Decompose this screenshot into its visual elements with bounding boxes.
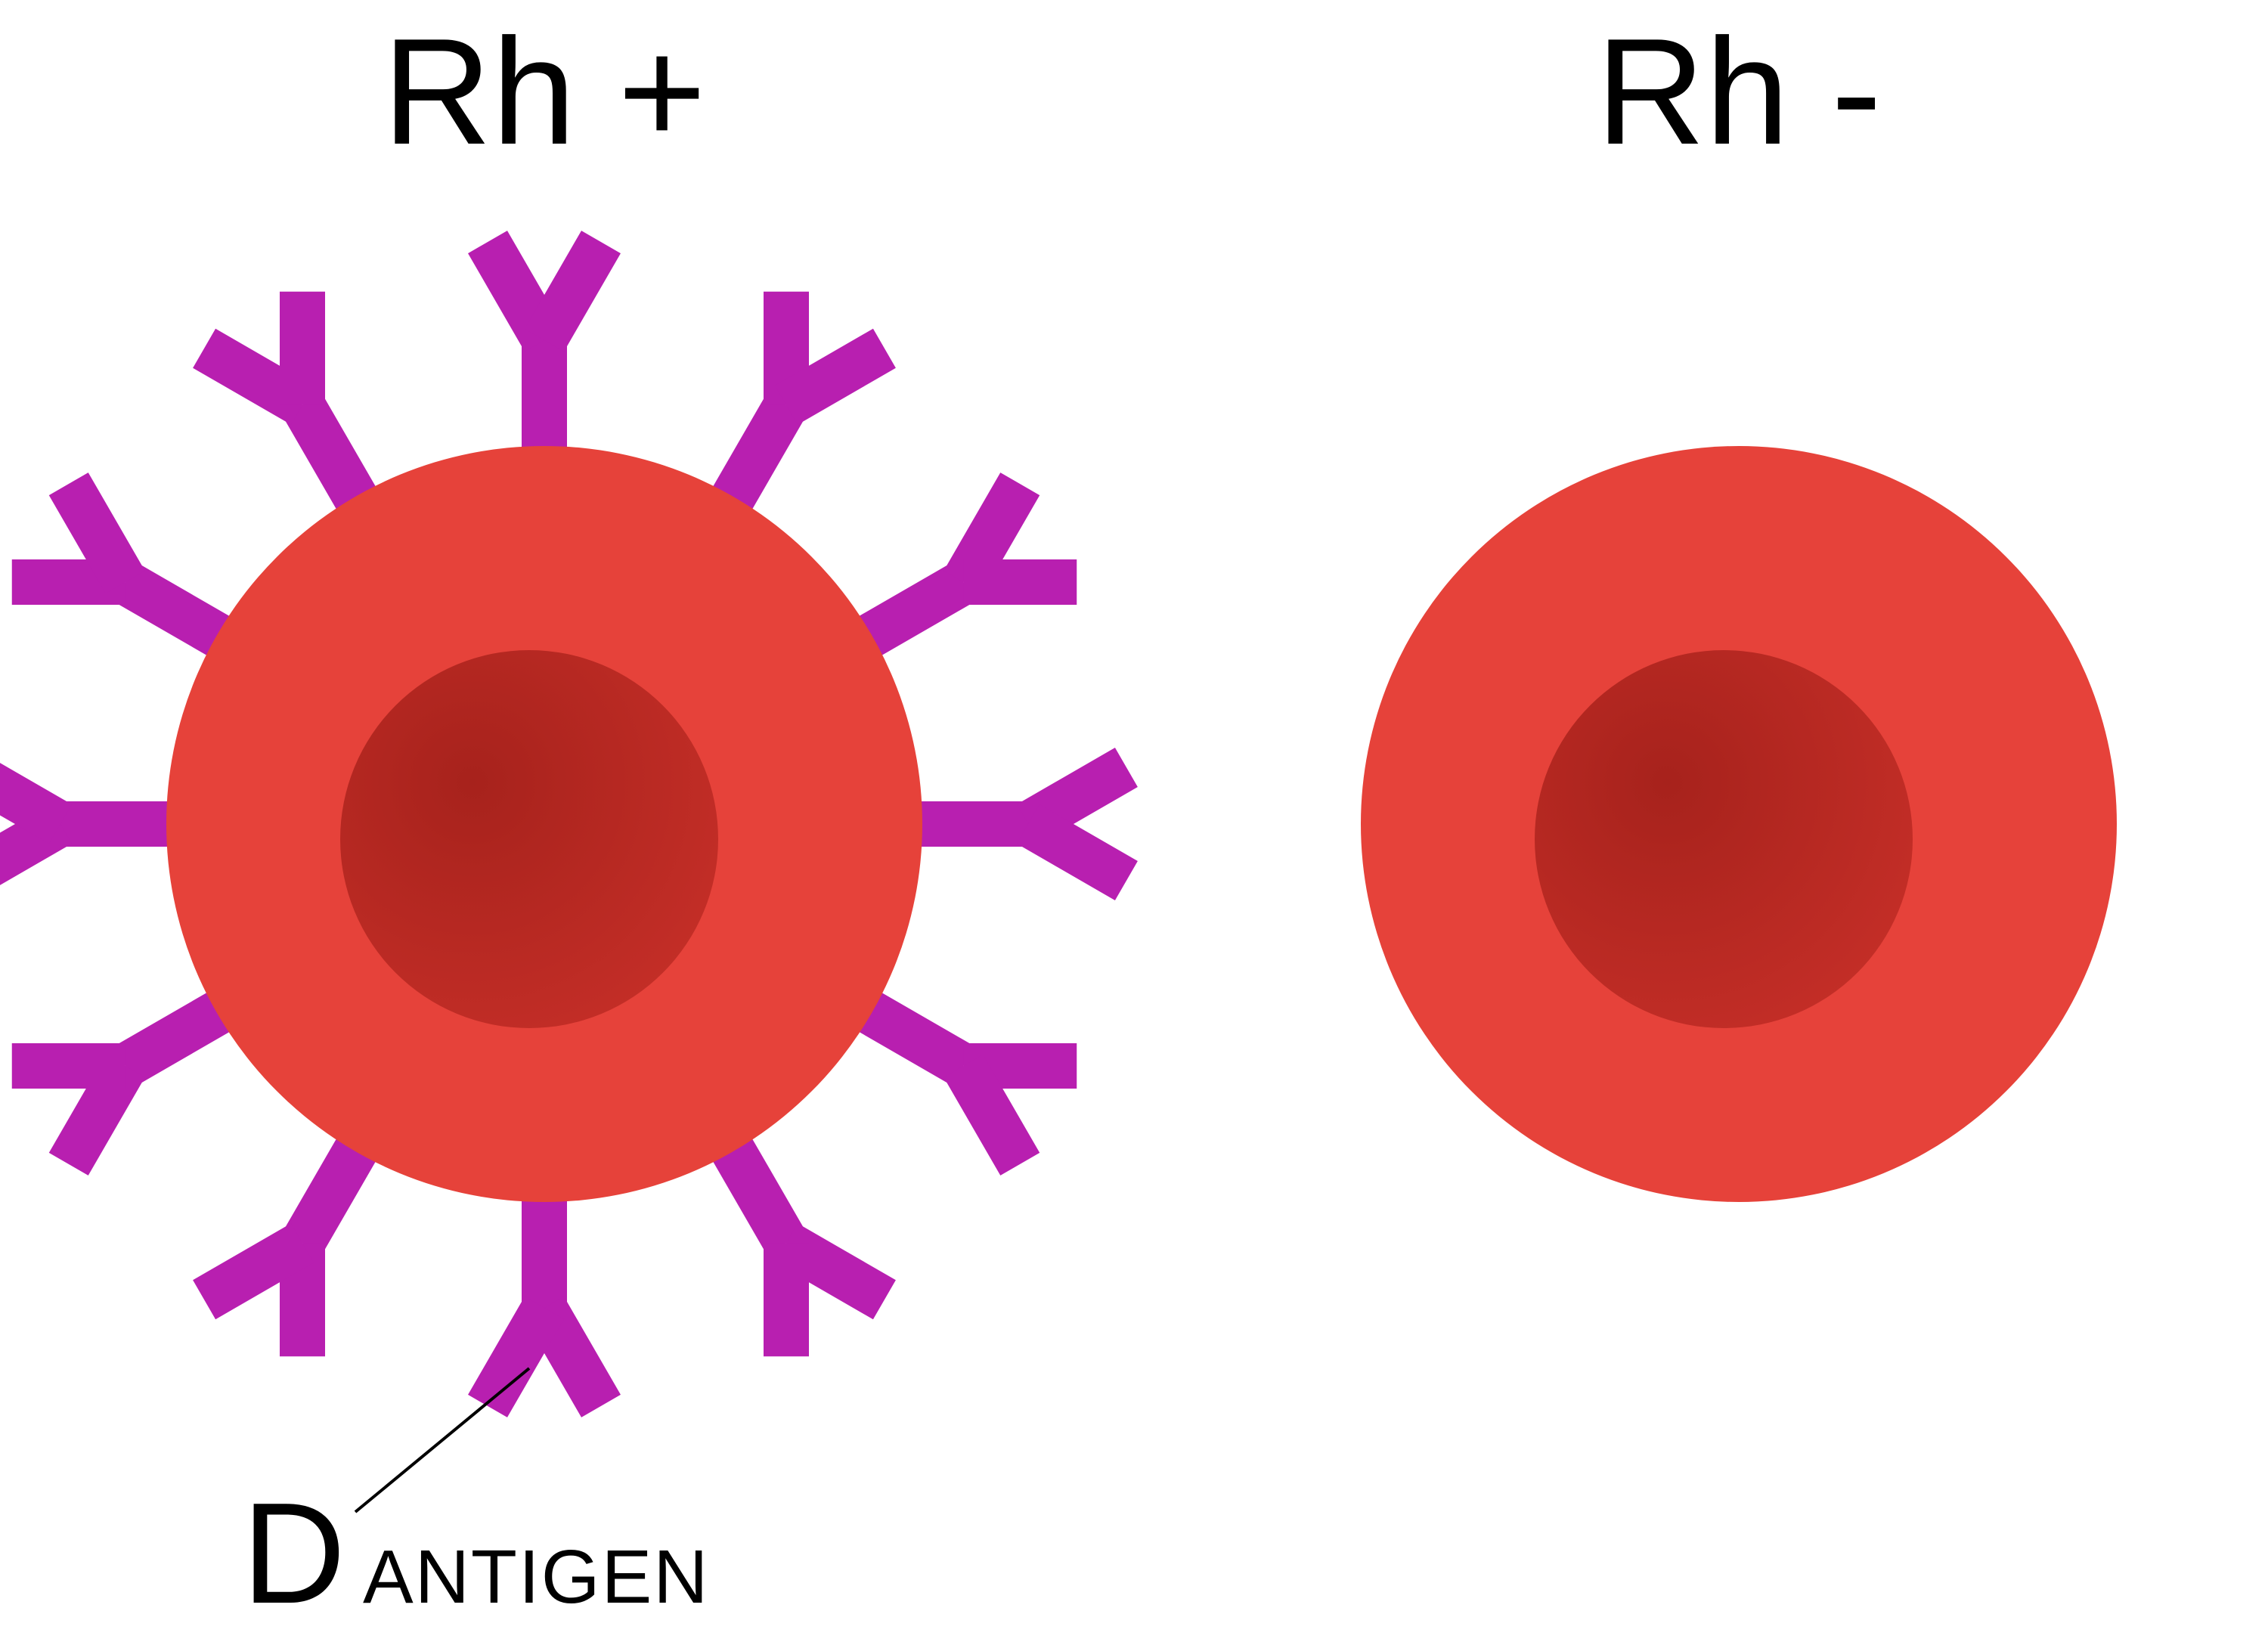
antigen-pointer	[355, 1368, 529, 1512]
antigen-arm	[488, 1308, 544, 1406]
diagram-canvas: Rh + Rh - DANTIGEN	[0, 0, 2268, 1645]
label-rh-positive: Rh +	[383, 8, 706, 176]
rbc-inner-neg	[1535, 650, 1913, 1028]
label-d-letter: D	[242, 1473, 345, 1634]
antigen-arm	[0, 767, 60, 824]
rbc-inner-pos	[340, 650, 718, 1028]
antigen-arm	[544, 242, 601, 340]
antigen-arm	[1028, 824, 1126, 881]
label-antigen-word: ANTIGEN	[363, 1535, 709, 1619]
label-rh-negative: Rh -	[1596, 8, 1882, 176]
